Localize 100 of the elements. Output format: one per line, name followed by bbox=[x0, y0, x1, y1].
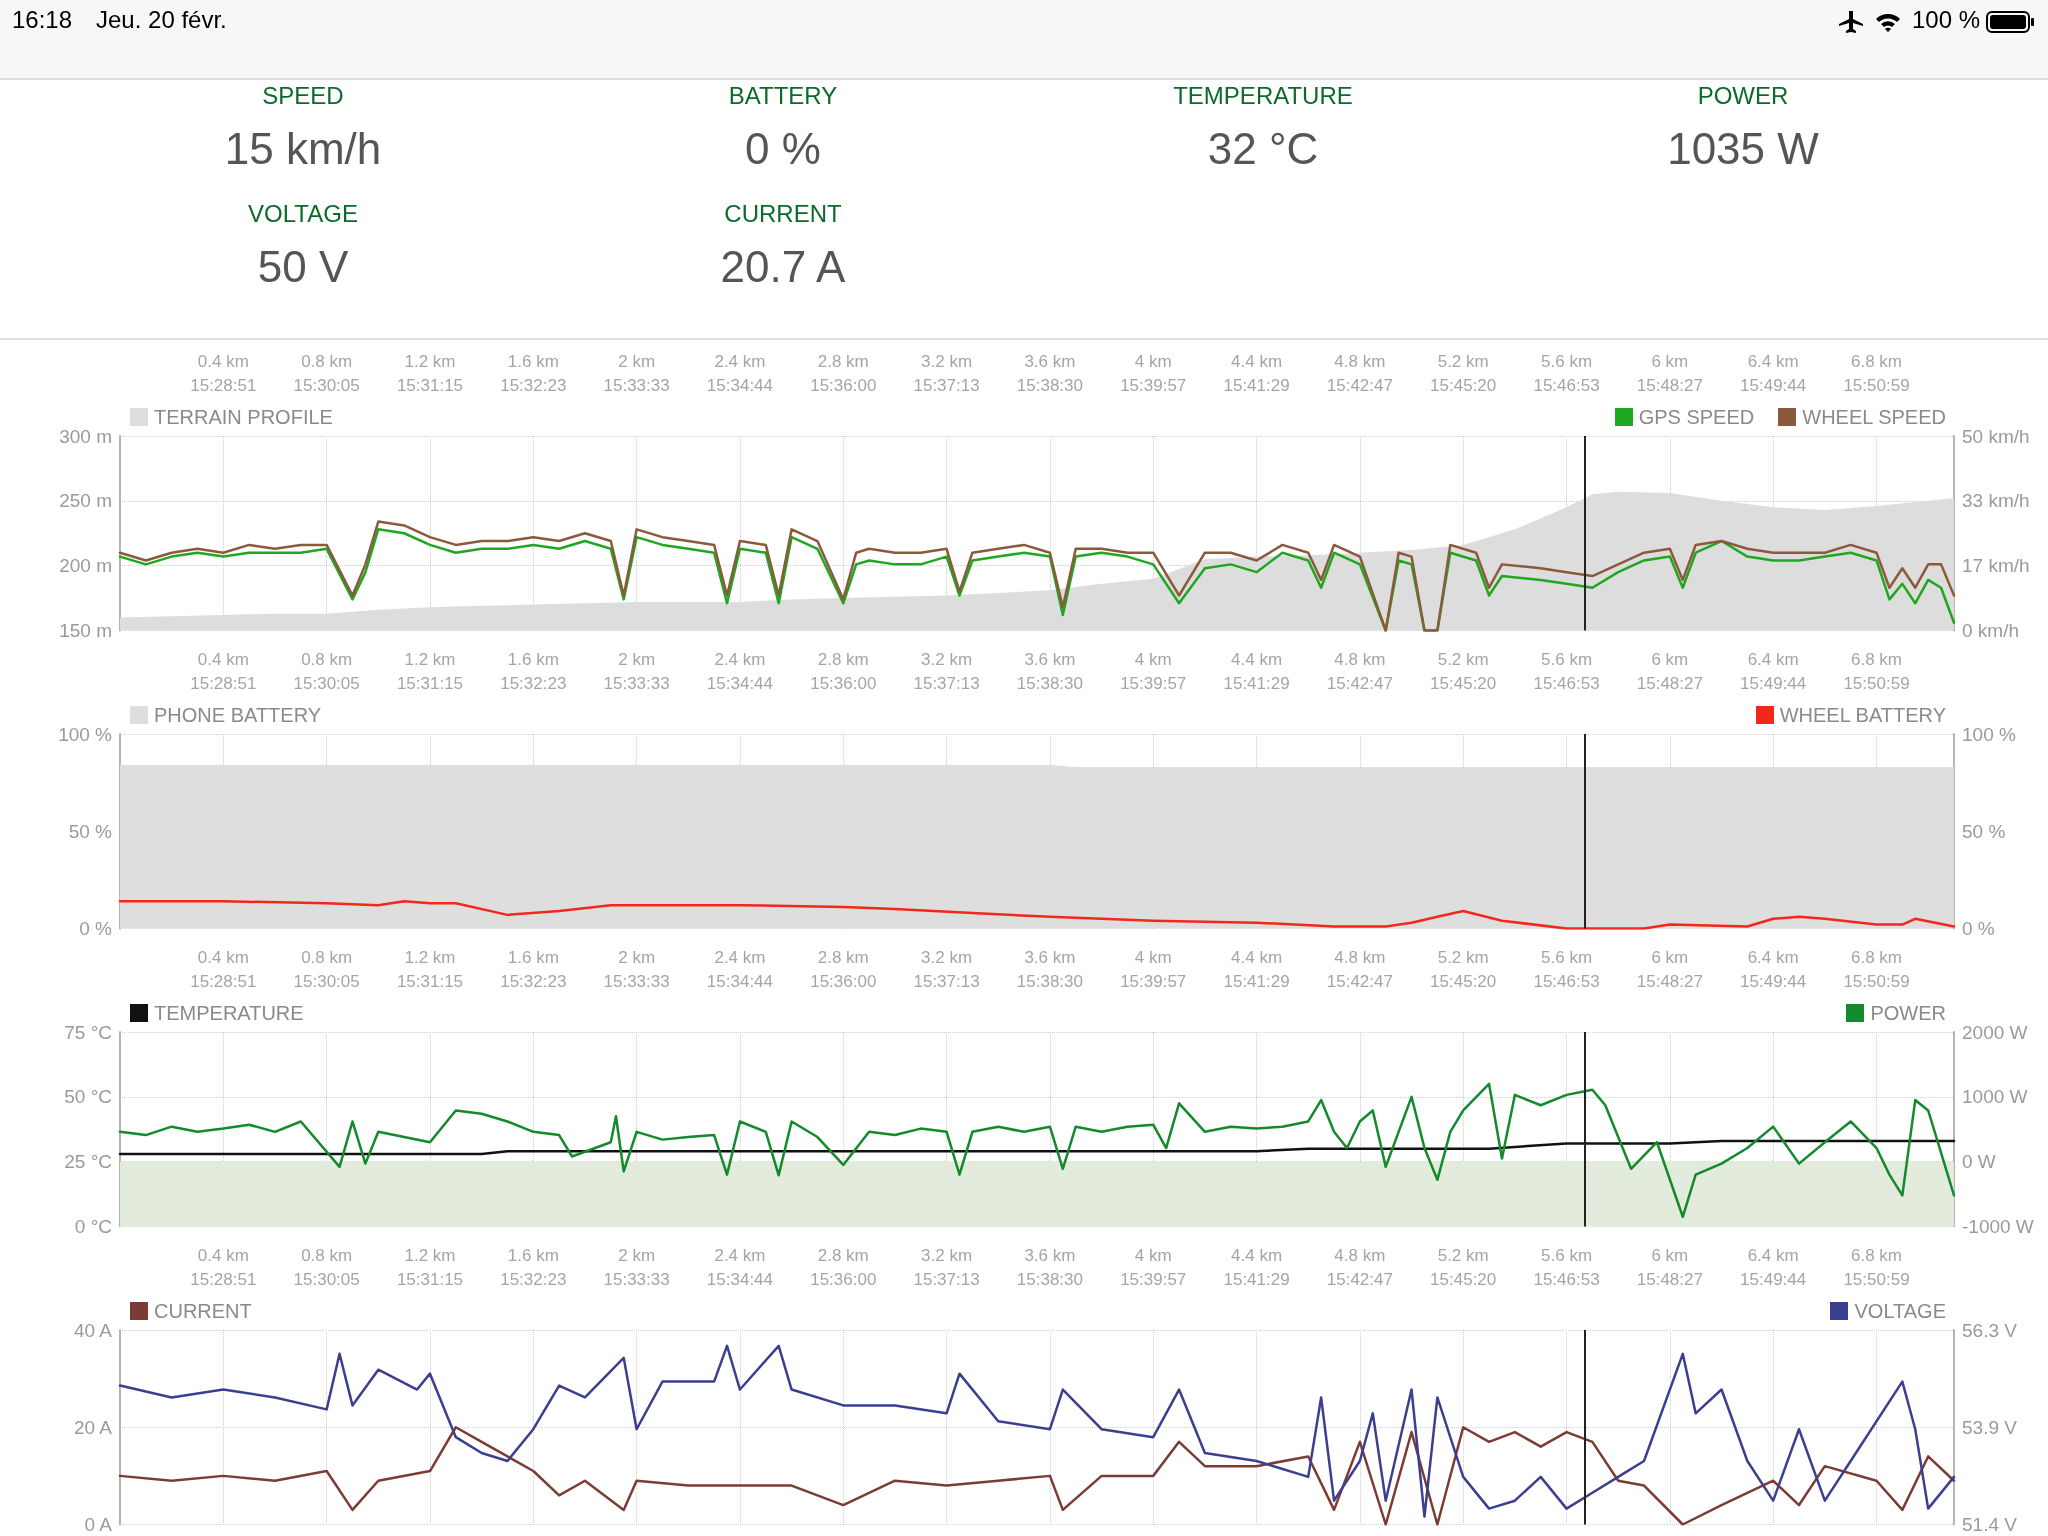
x-tick-label: 4.4 km bbox=[1231, 352, 1283, 371]
text: 15:39:57 bbox=[1120, 972, 1187, 992]
text: 15:45:20 bbox=[1430, 972, 1497, 992]
x-tick-label: 4.8 km bbox=[1334, 1246, 1386, 1265]
x-tick-label: 2.8 km bbox=[817, 352, 869, 371]
x-tick-label: 0.4 km bbox=[197, 650, 249, 669]
text: 15:38:30 bbox=[1016, 376, 1083, 396]
y-tick-label: 50 °C bbox=[64, 1086, 112, 1108]
text: VOLTAGE bbox=[247, 200, 359, 228]
text: 15:45:20 bbox=[1430, 376, 1497, 396]
legend-label: PHONE BATTERY bbox=[154, 704, 322, 726]
text: 15:50:59 bbox=[1843, 1270, 1910, 1290]
text: 15:41:29 bbox=[1223, 972, 1290, 992]
text: 50 V bbox=[256, 242, 350, 292]
x-tick-label: 5.6 km bbox=[1541, 650, 1593, 669]
text: 15:45:20 bbox=[1430, 674, 1497, 694]
text: 15:36:00 bbox=[810, 376, 877, 396]
y-tick-label: 200 m bbox=[59, 555, 112, 577]
text: 15:49:44 bbox=[1740, 972, 1807, 992]
legend-label: VOLTAGE bbox=[1854, 1300, 1946, 1322]
text: 32 °C bbox=[1206, 124, 1320, 174]
text: 15:36:00 bbox=[810, 674, 877, 694]
text: 100 % bbox=[1912, 6, 1981, 34]
x-tick-label: 4.4 km bbox=[1231, 948, 1283, 967]
y2-tick-label: 51.4 V bbox=[1962, 1514, 2018, 1535]
x-tick-label: 3.6 km bbox=[1024, 1246, 1076, 1265]
text: 15:39:57 bbox=[1120, 674, 1187, 694]
text: 15:33:33 bbox=[603, 674, 670, 694]
text: 15:37:13 bbox=[913, 674, 980, 694]
text: 15:46:53 bbox=[1533, 674, 1600, 694]
x-tick-label: 6.8 km bbox=[1850, 650, 1903, 669]
text: 15:46:53 bbox=[1533, 1270, 1600, 1290]
x-tick-label: 0.4 km bbox=[197, 352, 249, 371]
text: 15:28:51 bbox=[190, 674, 257, 694]
line-series bbox=[118, 1082, 1956, 1219]
legend-label: POWER bbox=[1870, 1002, 1946, 1024]
x-tick-label: 1.2 km bbox=[404, 352, 456, 371]
text: 15:46:53 bbox=[1533, 972, 1600, 992]
x-tick-label: 0.4 km bbox=[197, 1246, 249, 1265]
x-tick-label: 5.2 km bbox=[1437, 1246, 1489, 1265]
x-tick-label: 4.8 km bbox=[1334, 352, 1386, 371]
y-tick-label: 50 % bbox=[68, 820, 113, 842]
text: SPEED bbox=[261, 82, 345, 110]
text: 15:49:44 bbox=[1740, 674, 1807, 694]
legend-label: WHEEL BATTERY bbox=[1779, 704, 1946, 726]
text: 15:46:53 bbox=[1533, 376, 1600, 396]
text: 15:36:00 bbox=[810, 1270, 877, 1290]
text: 15:39:57 bbox=[1120, 1270, 1187, 1290]
x-tick-label: 0.8 km bbox=[301, 352, 353, 371]
text: 15:31:15 bbox=[396, 1270, 464, 1290]
legend-label: WHEEL SPEED bbox=[1802, 406, 1946, 428]
text: 15:33:33 bbox=[603, 972, 670, 992]
y-tick-label: 0 °C bbox=[74, 1216, 112, 1237]
y-tick-label: 40 A bbox=[73, 1319, 113, 1341]
x-tick-label: 5.6 km bbox=[1541, 948, 1593, 967]
x-tick-label: 3.6 km bbox=[1024, 650, 1076, 669]
y2-tick-label: 0 km/h bbox=[1962, 620, 2020, 641]
y2-tick-label: 17 km/h bbox=[1962, 555, 2030, 577]
text: 20.7 A bbox=[719, 242, 847, 292]
y2-tick-label: 2000 W bbox=[1962, 1021, 2028, 1043]
text: 15:30:05 bbox=[293, 1270, 360, 1290]
legend-label: TERRAIN PROFILE bbox=[154, 406, 333, 428]
x-tick-label: 5.2 km bbox=[1437, 948, 1489, 967]
x-tick-label: 6 km bbox=[1651, 1246, 1689, 1265]
x-tick-label: 2 km bbox=[618, 1246, 656, 1265]
text: 0 % bbox=[744, 124, 822, 174]
text: 15:48:27 bbox=[1636, 376, 1703, 396]
text: 15:38:30 bbox=[1016, 674, 1083, 694]
text: 15:31:15 bbox=[396, 376, 464, 396]
text: 15:31:15 bbox=[396, 972, 464, 992]
text: BATTERY bbox=[727, 82, 839, 110]
text: 15:33:33 bbox=[603, 1270, 670, 1290]
text: 15:33:33 bbox=[603, 376, 670, 396]
text: 15:32:23 bbox=[500, 972, 567, 992]
x-tick-label: 2.8 km bbox=[817, 948, 869, 967]
x-tick-label: 6.4 km bbox=[1747, 650, 1799, 669]
text: 15:48:27 bbox=[1636, 674, 1703, 694]
y2-tick-label: 100 % bbox=[1962, 723, 2016, 745]
x-tick-label: 4.8 km bbox=[1334, 948, 1386, 967]
x-tick-label: 0.4 km bbox=[197, 948, 249, 967]
y-tick-label: 0 A bbox=[84, 1514, 113, 1535]
text: 15:42:47 bbox=[1326, 1270, 1393, 1290]
x-tick-label: 2.8 km bbox=[817, 650, 869, 669]
text: 15:37:13 bbox=[913, 376, 980, 396]
x-tick-label: 4 km bbox=[1134, 650, 1172, 669]
x-tick-label: 3.6 km bbox=[1024, 948, 1076, 967]
x-tick-label: 2 km bbox=[618, 650, 656, 669]
legend-label: CURRENT bbox=[154, 1300, 252, 1322]
x-tick-label: 1.6 km bbox=[507, 1246, 559, 1265]
x-tick-label: 4 km bbox=[1134, 948, 1172, 967]
text: 15:34:44 bbox=[706, 376, 774, 396]
x-tick-label: 1.6 km bbox=[507, 352, 559, 371]
y-tick-label: 300 m bbox=[59, 425, 112, 447]
text: 15:41:29 bbox=[1223, 674, 1290, 694]
x-tick-label: 2.4 km bbox=[714, 1246, 766, 1265]
x-tick-label: 3.2 km bbox=[921, 352, 973, 371]
x-tick-label: 6.4 km bbox=[1747, 1246, 1799, 1265]
text: 15:49:44 bbox=[1740, 1270, 1807, 1290]
x-tick-label: 5.2 km bbox=[1437, 650, 1489, 669]
y-tick-label: 250 m bbox=[59, 490, 112, 512]
